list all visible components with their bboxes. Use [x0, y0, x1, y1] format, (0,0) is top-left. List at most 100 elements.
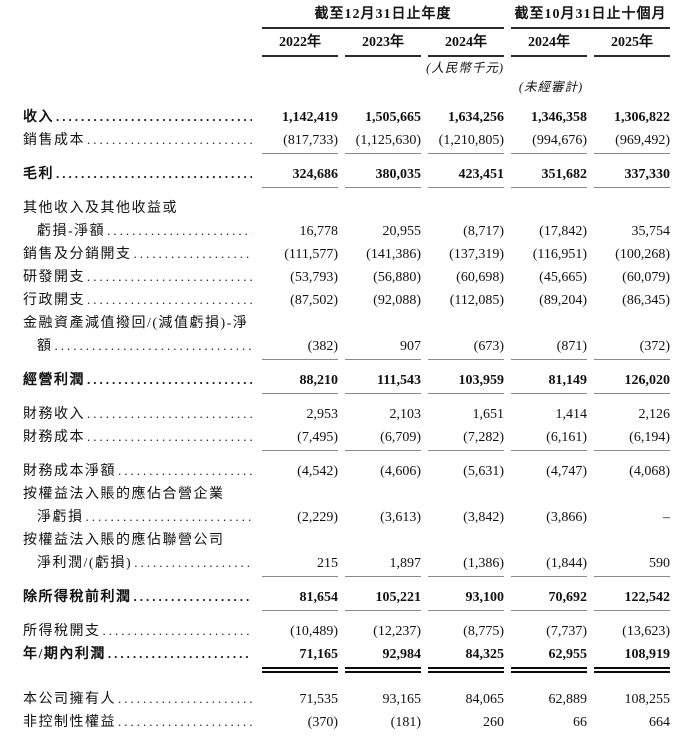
- dot-leader: [118, 714, 252, 730]
- dot-leader: [87, 269, 252, 285]
- cell-value: 88,210: [262, 371, 338, 394]
- table-row: 額 (382) 907 (673) (871) (372): [23, 334, 670, 361]
- cell-value: 20,955: [382, 224, 422, 239]
- row-label: 虧損-淨額: [37, 224, 106, 239]
- table-row: 按權益法入賬的應佔合營企業: [23, 482, 670, 505]
- row-label: 非控制性權益: [23, 715, 116, 730]
- cell-value: 111,543: [345, 371, 421, 394]
- cell-value: (2,229): [297, 510, 338, 525]
- cell-value: (372): [594, 337, 670, 360]
- cell-value: (116,951): [532, 247, 587, 262]
- row-label: 銷售及分銷開支: [23, 247, 132, 262]
- cell-value: 108,255: [624, 692, 671, 707]
- cell-value: (1,210,805): [428, 131, 504, 154]
- cell-value: 81,149: [511, 371, 587, 394]
- table-header-groups: 截至12月31日止年度 截至10月31日止十個月: [262, 6, 670, 29]
- cell-value: (3,866): [546, 510, 587, 525]
- cell-value: (13,623): [622, 624, 670, 639]
- row-label-wrap: 所得稅開支: [23, 622, 255, 641]
- cell-value: 260: [483, 715, 504, 730]
- row-label-wrap: 淨虧損: [23, 508, 255, 527]
- row-label: 行政開支: [23, 293, 85, 308]
- dot-leader: [134, 589, 253, 605]
- dot-leader: [107, 223, 252, 239]
- table-row: 按權益法入賬的應佔聯營公司: [23, 528, 670, 551]
- row-label-wrap: 按權益法入賬的應佔聯營公司: [23, 531, 670, 550]
- cell-value: 93,100: [428, 588, 504, 611]
- year-column-header-2025-interim: 2025年: [594, 34, 670, 57]
- cell-value: 122,542: [594, 588, 670, 611]
- cell-value: (4,542): [297, 464, 338, 479]
- row-label: 其他收入及其他收益或: [23, 201, 178, 216]
- cell-value: (53,793): [290, 270, 338, 285]
- dot-leader: [118, 691, 252, 707]
- cell-value: 84,325: [428, 645, 504, 673]
- row-label: 按權益法入賬的應佔合營企業: [23, 487, 225, 502]
- table-header-years: 2022年 2023年 2024年 2024年 2025年: [255, 34, 670, 57]
- cell-value: 2,953: [306, 407, 339, 422]
- year-column-header-2022: 2022年: [262, 34, 338, 57]
- row-label: 銷售成本: [23, 133, 85, 148]
- row-label: 金融資產減值撥回/(減值虧損)-淨: [23, 316, 249, 331]
- cell-value: 103,959: [428, 371, 504, 394]
- cell-value: (817,733): [262, 131, 338, 154]
- cell-value: (12,237): [373, 624, 421, 639]
- row-label-wrap: 經營利潤: [23, 371, 255, 390]
- cell-value: 1,897: [345, 554, 421, 577]
- row-label: 財務成本: [23, 430, 85, 445]
- table-row: 非控制性權益 (370) (181) 260 66 664: [23, 710, 670, 733]
- table-row: 研發開支 (53,793) (56,880) (60,698) (45,665) (60,…: [23, 265, 670, 288]
- dot-leader: [55, 338, 253, 354]
- cell-value: 71,535: [299, 692, 339, 707]
- cell-value: 70,692: [511, 588, 587, 611]
- cell-value: 1,346,358: [531, 110, 587, 125]
- table-row: 毛利 324,686 380,035 423,451 351,682 337,330: [23, 162, 670, 189]
- row-label-wrap: 年/期內利潤: [23, 645, 255, 664]
- cell-value: (370): [307, 715, 338, 730]
- cell-value: 81,654: [262, 588, 338, 611]
- cell-value: 590: [594, 554, 670, 577]
- cell-value: (994,676): [511, 131, 587, 154]
- dot-leader: [56, 109, 252, 125]
- cell-value: (871): [511, 337, 587, 360]
- cell-value: (673): [428, 337, 504, 360]
- cell-value: (56,880): [373, 270, 421, 285]
- table-rows: 收入 1,142,419 1,505,665 1,634,256 1,346,358 1,…: [23, 105, 670, 733]
- row-label-wrap: 研發開支: [23, 268, 255, 287]
- table-row: 虧損-淨額 16,778 20,955 (8,717) (17,842) 35,754: [23, 219, 670, 242]
- cell-value: (4,068): [629, 464, 670, 479]
- cell-value: (1,386): [428, 554, 504, 577]
- table-row: 所得稅開支 (10,489) (12,237) (8,775) (7,737) (13,6…: [23, 619, 670, 642]
- dot-leader: [134, 555, 252, 571]
- cell-value: (112,085): [449, 293, 504, 308]
- cell-value: 126,020: [594, 371, 670, 394]
- table-row: 其他收入及其他收益或: [23, 196, 670, 219]
- cell-value: 93,165: [382, 692, 422, 707]
- cell-value: (3,613): [380, 510, 421, 525]
- cell-value: (3,842): [463, 510, 504, 525]
- cell-value: 92,984: [345, 645, 421, 673]
- cell-value: 105,221: [345, 588, 421, 611]
- header-group-interim-title: 截至10月31日止十個月: [511, 6, 670, 29]
- cell-value: 84,065: [465, 692, 505, 707]
- row-label-wrap: 毛利: [23, 165, 255, 184]
- table-row: 財務成本 (7,495) (6,709) (7,282) (6,161) (6,194): [23, 425, 670, 452]
- cell-value: (7,282): [428, 428, 504, 451]
- cell-value: (7,737): [546, 624, 587, 639]
- cell-value: (7,495): [262, 428, 338, 451]
- cell-value: 351,682: [511, 165, 587, 188]
- row-label: 淨利潤/(虧損): [37, 556, 133, 571]
- cell-value: 1,306,822: [614, 110, 670, 125]
- table-row: 經營利潤 88,210 111,543 103,959 81,149 126,020: [23, 368, 670, 395]
- cell-value: (181): [390, 715, 421, 730]
- cell-value: (6,709): [345, 428, 421, 451]
- table-row: 淨利潤/(虧損) 215 1,897 (1,386) (1,844) 590: [23, 551, 670, 578]
- cell-value: 215: [262, 554, 338, 577]
- dot-leader: [87, 132, 252, 148]
- cell-value: 2,126: [638, 407, 671, 422]
- cell-value: (60,079): [622, 270, 670, 285]
- cell-value: 423,451: [428, 165, 504, 188]
- row-label: 額: [37, 339, 53, 354]
- cell-value: 71,165: [262, 645, 338, 673]
- cell-value: 16,778: [299, 224, 339, 239]
